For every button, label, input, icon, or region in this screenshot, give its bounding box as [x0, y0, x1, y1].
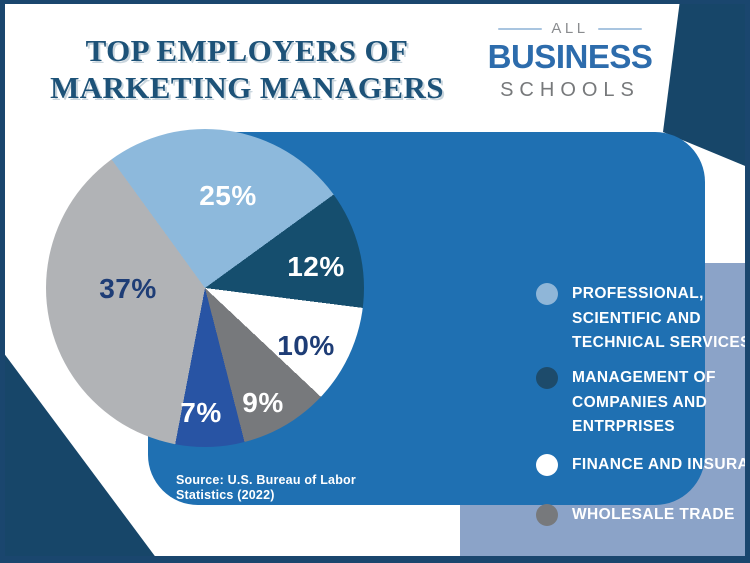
pie-chart	[46, 129, 364, 447]
legend-dot-professional	[536, 283, 558, 305]
pie-label-9: 9%	[242, 387, 284, 418]
all-business-schools-logo: ALL BUSINESS SCHOOLS	[466, 20, 674, 102]
pie-label-7: 7%	[180, 397, 222, 428]
pie-label-12: 12%	[287, 251, 345, 282]
legend-label-wholesale: WHOLESALE TRADE	[572, 506, 735, 523]
logo-top-row: ALL	[498, 20, 642, 37]
legend-dot-wholesale	[536, 504, 558, 526]
pie-label-37: 37%	[99, 273, 157, 304]
page-title: TOP EMPLOYERS OF MARKETING MANAGERS	[50, 33, 444, 105]
legend-label-management: MANAGEMENT OF COMPANIES AND ENTRPRISES	[572, 369, 716, 435]
legend-label-finance: FINANCE AND INSURANCE	[572, 456, 750, 473]
legend-label-professional: PROFESSIONAL, SCIENTIFIC AND TECHNICAL S…	[572, 285, 750, 351]
logo-rule-right	[597, 27, 642, 30]
logo-rule-left	[498, 27, 543, 30]
logo-word-schools: SCHOOLS	[500, 79, 640, 101]
pie-label-25: 25%	[199, 180, 257, 211]
source-note: Source: U.S. Bureau of Labor Statistics …	[176, 473, 356, 502]
logo-word-business: BUSINESS	[487, 38, 653, 75]
legend-dot-management	[536, 367, 558, 389]
legend-label-manufacturing: MANUFACTURING	[572, 555, 750, 563]
logo-word-all: ALL	[551, 20, 589, 37]
pie-label-10: 10%	[277, 330, 335, 361]
legend-dot-finance	[536, 454, 558, 476]
